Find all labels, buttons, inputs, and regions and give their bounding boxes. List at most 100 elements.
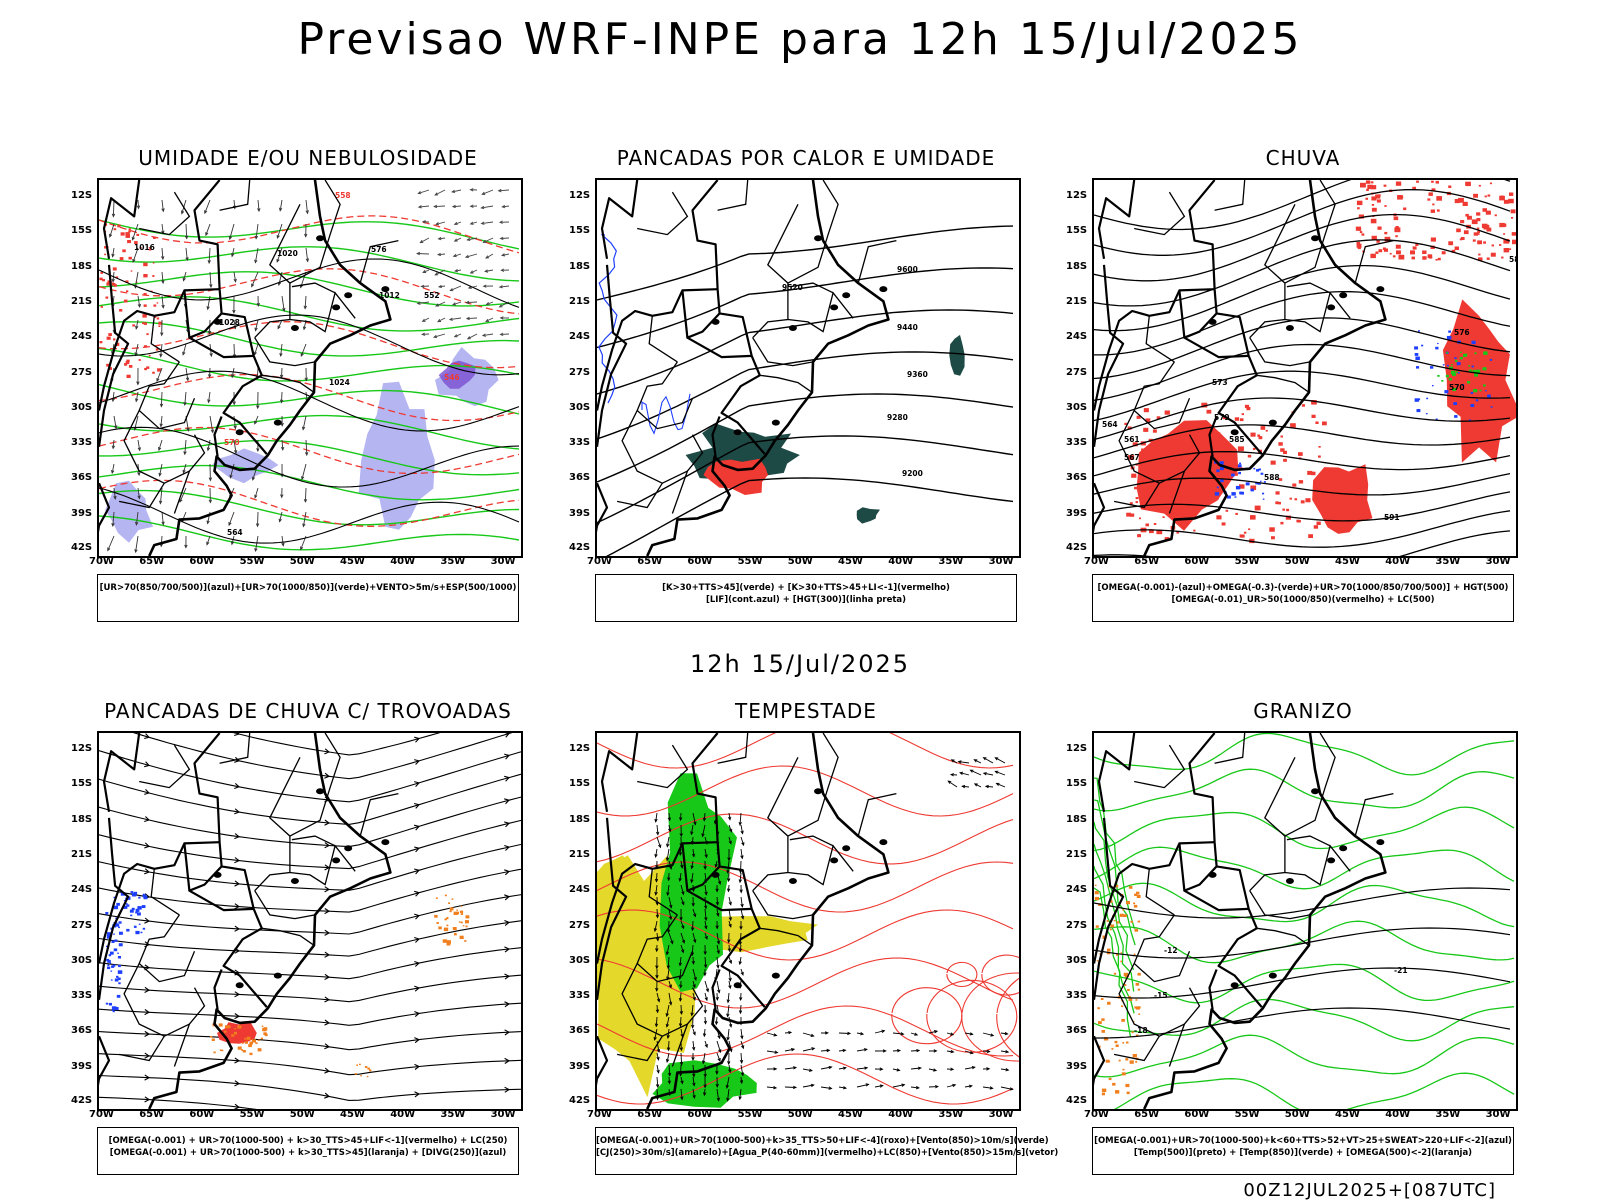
lat-tick-label: 33S [1066,437,1087,448]
panel-legend: [OMEGA(-0.001)+UR>70(1000-500)+k>35_TTS>… [595,1127,1017,1175]
lon-tick-label: 30W [1486,556,1511,567]
lon-tick-label: 70W [89,556,114,567]
legend-line: [OMEGA(-0.001)-(azul)+OMEGA(-0.3)-(verde… [1093,582,1513,594]
panel-title: PANCADAS DE CHUVA C/ TROVOADAS [57,699,559,723]
legend-line: [CJ(250)>30m/s](amarelo)+[Agua_P(40-60mm… [596,1147,1016,1159]
lon-tick-label: 40W [888,1109,913,1120]
panel-title: CHUVA [1052,146,1554,170]
contour-label: 9520 [782,283,803,292]
lon-tick-label: 40W [390,1109,415,1120]
legend-line: [K>30+TTS>45](verde) + [K>30+TTS>45+LI<-… [596,582,1016,594]
lat-tick-label: 39S [1066,508,1087,519]
lat-tick-label: 39S [569,508,590,519]
lat-tick-label: 30S [71,955,92,966]
contour-label: 9440 [897,323,918,332]
lat-tick-label: 42S [569,542,590,553]
panel-legend: [OMEGA(-0.001) + UR>70(1000-500) + k>30_… [97,1127,519,1175]
lat-tick-label: 15S [71,225,92,236]
map-panel-chuva: CHUVA58257657056456156757357958558859112… [1052,146,1554,626]
lon-tick-label: 50W [1285,1109,1310,1120]
lon-tick-label: 50W [788,556,813,567]
lon-tick-label: 60W [189,556,214,567]
lat-tick-label: 36S [71,472,92,483]
contour-label: 561 [1124,435,1140,444]
lat-tick-label: 15S [1066,778,1087,789]
panel-legend: [OMEGA(-0.001)-(azul)+OMEGA(-0.3)-(verde… [1092,574,1514,622]
lat-tick-label: 18S [1066,814,1087,825]
contour-label: 582 [1509,255,1516,264]
lon-tick-label: 45W [340,1109,365,1120]
lat-tick-label: 33S [569,437,590,448]
contour-label: 9600 [897,265,918,274]
contour-label: 576 [1454,328,1470,337]
lon-tick-label: 45W [1335,556,1360,567]
legend-line: [LIF](cont.azul) + [HGT(300)](linha pret… [596,594,1016,606]
panel-title: TEMPESTADE [555,699,1057,723]
lon-tick-label: 30W [989,1109,1014,1120]
lon-tick-label: 55W [1235,1109,1260,1120]
lon-tick-label: 45W [340,556,365,567]
lon-tick-label: 45W [838,556,863,567]
map-canvas: 582576570564561567573579585588591 [1092,178,1518,558]
legend-line: [OMEGA(-0.001) + UR>70(1000-500) + k>30_… [98,1147,518,1159]
lon-tick-label: 55W [1235,556,1260,567]
lon-tick-label: 70W [1084,556,1109,567]
lat-tick-label: 27S [71,367,92,378]
contour-label: -15 [1154,991,1168,1000]
contour-label: 588 [1264,473,1280,482]
panel-title: GRANIZO [1052,699,1554,723]
lon-tick-label: 55W [738,556,763,567]
lon-tick-label: 70W [587,1109,612,1120]
contour-label: -21 [1394,966,1408,975]
legend-line: [Temp(500)](preto) + [Temp(850)](verde) … [1093,1147,1513,1159]
lat-tick-label: 12S [1066,190,1087,201]
lat-tick-label: 21S [1066,849,1087,860]
lon-tick-label: 50W [290,1109,315,1120]
lat-tick-label: 30S [1066,955,1087,966]
lon-tick-label: 55W [240,556,265,567]
lat-tick-label: 33S [569,990,590,1001]
lat-tick-label: 30S [569,402,590,413]
lat-tick-label: 18S [71,261,92,272]
legend-line: [UR>70(850/700/500)](azul)+[UR>70(1000/8… [98,582,518,594]
lat-tick-label: 39S [1066,1061,1087,1072]
panel-title: UMIDADE E/OU NEBULOSIDADE [57,146,559,170]
lon-tick-label: 50W [788,1109,813,1120]
lon-tick-label: 60W [189,1109,214,1120]
panel-legend: [UR>70(850/700/500)](azul)+[UR>70(1000/8… [97,574,519,622]
contour-label: 585 [1229,435,1245,444]
lon-tick-label: 70W [587,556,612,567]
contour-label: 570 [224,438,240,447]
lat-tick-label: 42S [1066,1095,1087,1106]
contour-label: -12 [1164,946,1178,955]
lon-tick-label: 55W [738,1109,763,1120]
lat-tick-label: 33S [71,437,92,448]
lat-tick-label: 33S [1066,990,1087,1001]
lat-tick-label: 24S [1066,884,1087,895]
panel-legend: [K>30+TTS>45](verde) + [K>30+TTS>45+LI<-… [595,574,1017,622]
panel-legend: [OMEGA(-0.001)+UR>70(1000-500)+k<60+TTS>… [1092,1127,1514,1175]
lat-tick-label: 42S [71,542,92,553]
lat-tick-label: 24S [569,884,590,895]
lon-tick-label: 45W [838,1109,863,1120]
map-canvas: -12-15-18-21 [1092,731,1518,1111]
lon-tick-label: 60W [1184,1109,1209,1120]
lat-tick-label: 42S [71,1095,92,1106]
lat-tick-label: 39S [569,1061,590,1072]
lat-tick-label: 30S [1066,402,1087,413]
legend-line: [OMEGA(-0.001)+UR>70(1000-500)+k<60+TTS>… [1093,1135,1513,1147]
lon-tick-label: 30W [491,1109,516,1120]
lon-tick-label: 40W [888,556,913,567]
lon-tick-label: 35W [1435,1109,1460,1120]
lon-tick-label: 45W [1335,1109,1360,1120]
lat-tick-label: 39S [71,508,92,519]
lon-tick-label: 65W [637,1109,662,1120]
lon-tick-label: 65W [139,1109,164,1120]
